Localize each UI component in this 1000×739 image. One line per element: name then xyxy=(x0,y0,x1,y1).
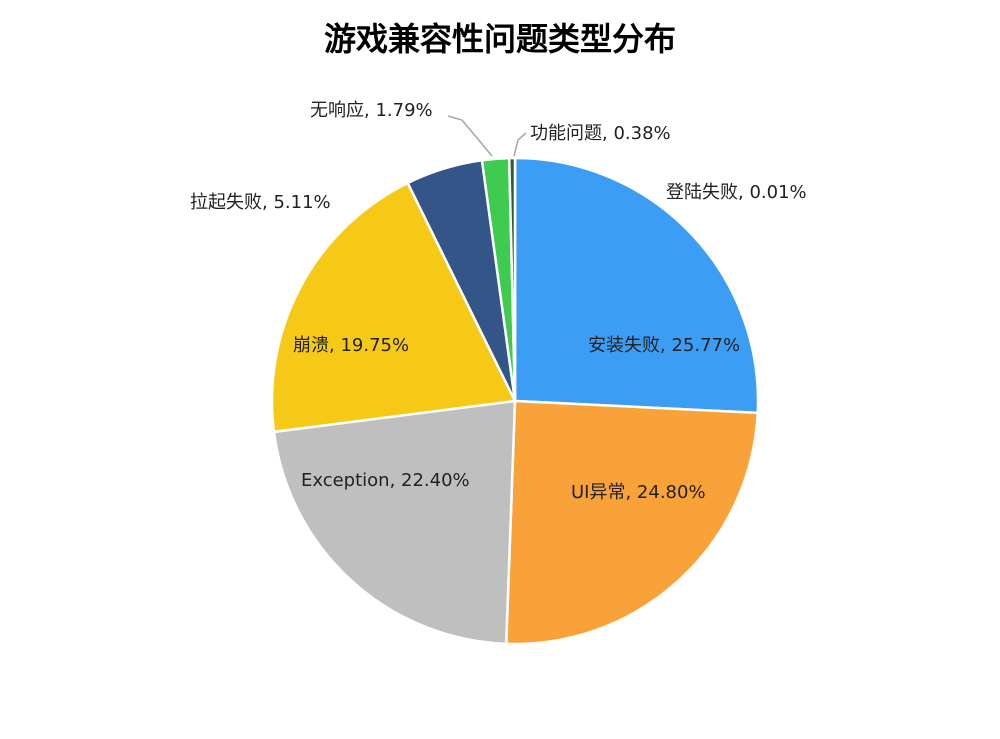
chart-title: 游戏兼容性问题类型分布 xyxy=(323,20,676,58)
data-label-拉起失败: 拉起失败, 5.11% xyxy=(190,192,331,213)
pie-slice-Exception xyxy=(272,399,517,646)
pie-slice-安装失败 xyxy=(513,156,760,415)
pie-slice-崩溃 xyxy=(270,181,517,434)
leader-line-功能问题 xyxy=(513,132,527,157)
data-label-功能问题: 功能问题, 0.38% xyxy=(530,123,671,144)
data-label-UI异常: UI异常, 24.80% xyxy=(571,482,706,503)
leader-line-无响应 xyxy=(447,115,493,157)
data-label-安装失败: 安装失败, 25.77% xyxy=(588,335,740,356)
data-label-Exception: Exception, 22.40% xyxy=(301,470,470,491)
pie-slice-功能问题 xyxy=(507,156,517,403)
data-label-崩溃: 崩溃, 19.75% xyxy=(293,335,409,356)
data-label-无响应: 无响应, 1.79% xyxy=(310,100,433,121)
data-label-登陆失败: 登陆失败, 0.01% xyxy=(666,182,807,203)
pie-slice-UI异常 xyxy=(504,399,759,646)
